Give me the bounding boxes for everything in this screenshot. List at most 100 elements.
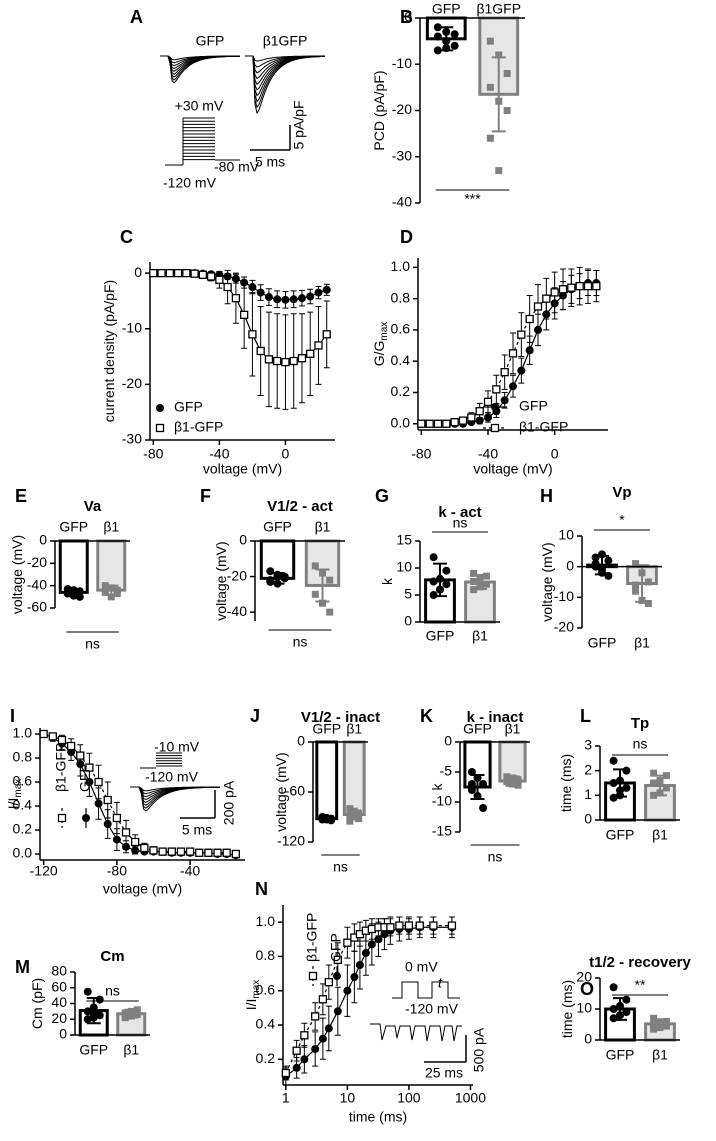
significance: ns [85, 636, 100, 652]
data-point [509, 382, 517, 391]
data-point [273, 295, 282, 304]
panel-letter: N [255, 879, 268, 899]
y-tick-label: 0.0 [13, 845, 33, 861]
data-point [292, 1063, 301, 1072]
significance: * [619, 512, 625, 528]
data-point [83, 1007, 92, 1016]
data-point [514, 781, 522, 789]
data-point [319, 569, 326, 577]
panel-title: Va [84, 498, 102, 515]
panel-letter: O [580, 979, 594, 999]
y-tick-label: -10 [432, 793, 452, 809]
category-label: GFP [79, 1042, 108, 1058]
data-point [346, 811, 354, 819]
data-point [112, 835, 121, 844]
data-point [433, 23, 442, 32]
legend-label: GFP [328, 933, 344, 962]
x-tick-label: 0 [551, 446, 559, 462]
data-point [473, 792, 482, 800]
category-label: β1 [103, 519, 119, 535]
panel-letter: K [420, 706, 433, 726]
data-point [662, 772, 670, 780]
data-point [442, 44, 451, 53]
y-axis-label: current density (pA/pF) [101, 280, 117, 422]
y-tick-label: 0 [584, 811, 592, 827]
data-point [500, 396, 509, 405]
data-point [158, 847, 167, 856]
data-point [656, 1019, 664, 1027]
data-point [442, 580, 451, 589]
data-point [470, 569, 478, 577]
y-tick-label: 1.0 [391, 258, 411, 274]
category-label: β1GFP [476, 1, 521, 17]
y-axis-label-text: PCD (pA/pF) [371, 70, 387, 150]
y-axis-label-sub: max [251, 980, 262, 999]
data-point [417, 419, 426, 428]
data-point [264, 293, 273, 302]
data-point [112, 813, 122, 823]
legend-label: β1-GFP [174, 419, 223, 435]
data-point [592, 281, 601, 291]
x-tick-label: 1000 [455, 1090, 486, 1106]
data-point [470, 578, 478, 585]
y-tick-label: 0 [297, 733, 305, 749]
data-point [256, 288, 265, 297]
data-point [650, 1021, 658, 1028]
data-point [89, 1003, 98, 1012]
data-point [550, 288, 559, 297]
y-tick-label: 5 [404, 586, 412, 602]
data-point [650, 779, 658, 787]
data-point [95, 995, 104, 1004]
panel-title: k - inact [467, 709, 524, 726]
legend-marker [156, 404, 164, 412]
data-point [127, 1007, 135, 1015]
data-point [311, 1012, 320, 1021]
data-point [475, 407, 484, 416]
data-point [662, 1022, 670, 1030]
data-point [429, 591, 438, 599]
y-axis-label: time (ms) [558, 754, 574, 812]
category-label: GFP [312, 721, 341, 737]
protocol [392, 981, 460, 999]
data-point [598, 565, 606, 574]
data-point [638, 569, 646, 577]
data-point [248, 330, 257, 339]
data-point [89, 1010, 98, 1019]
data-point [297, 354, 307, 363]
x-tick-label: -80 [143, 446, 163, 462]
x-axis-label: time (ms) [349, 1109, 407, 1125]
y-tick-label: -40 [392, 194, 412, 210]
data-point [517, 366, 526, 375]
y-tick-label: 10 [576, 1000, 592, 1016]
y-tick-label: 0 [59, 1026, 67, 1042]
y-tick-label: -60 [285, 783, 305, 799]
data-point [300, 1031, 309, 1040]
data-point [314, 341, 323, 350]
data-point [632, 587, 640, 595]
protocol-label: -120 mV [163, 175, 217, 191]
y-axis-label-text: I/I [5, 798, 21, 810]
legend-marker [155, 423, 165, 433]
data-point [525, 346, 534, 355]
inset-label: -120 mV [145, 769, 199, 785]
trace [160, 55, 240, 84]
x-tick-label: 10 [340, 1090, 356, 1106]
data-point [333, 1007, 342, 1016]
data-point [215, 275, 224, 284]
y-axis-label: k [429, 783, 445, 791]
data-point [644, 599, 652, 607]
x-tick-label: -120 [30, 863, 58, 879]
category-label: GFP [588, 635, 617, 651]
panel-title: V1/2 - inact [301, 709, 380, 726]
significance: ns [105, 983, 120, 999]
data-point [508, 349, 518, 358]
data-point [94, 777, 103, 787]
data-point [616, 1001, 624, 1010]
scale-label: 5 ms [255, 154, 285, 170]
data-point [479, 804, 488, 812]
x-axis-label: voltage (mV) [473, 461, 552, 477]
data-point [616, 786, 624, 795]
category-label: β1 [652, 1047, 668, 1063]
y-tick-label: 0.4 [256, 1016, 276, 1032]
y-axis-label: PCD (pA/pF) [371, 70, 387, 150]
